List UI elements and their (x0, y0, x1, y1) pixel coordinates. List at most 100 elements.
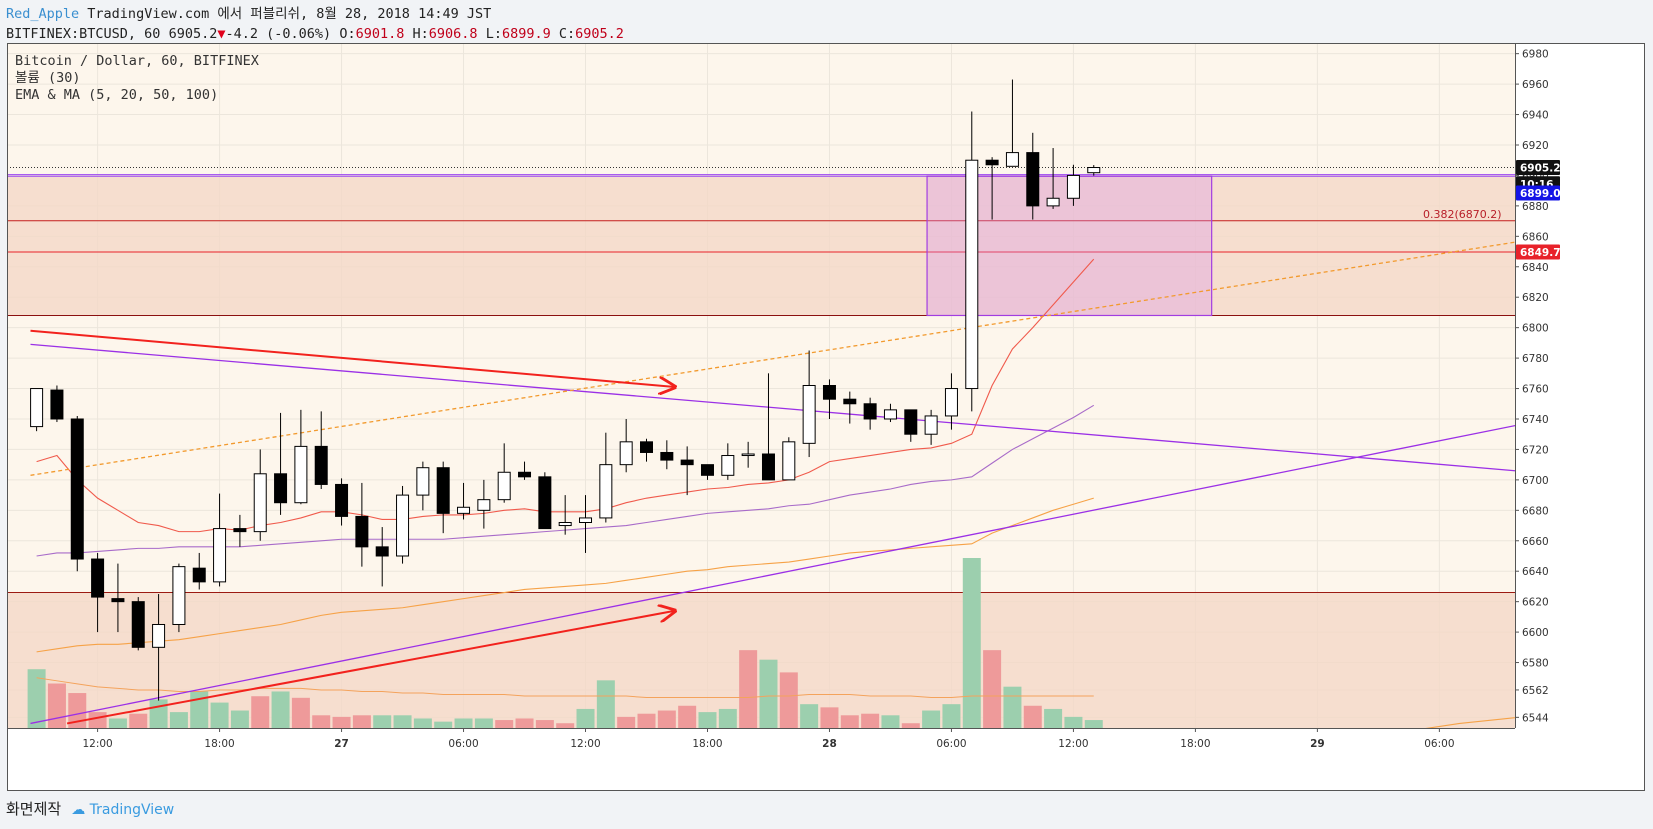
candle (497, 471, 511, 501)
candle (192, 567, 206, 583)
candle (457, 506, 471, 514)
volume-bar (129, 713, 148, 728)
price-tick-label: 6840 (1522, 262, 1549, 274)
purple-lower (30, 424, 1515, 725)
volume-bar (495, 720, 514, 728)
candle (904, 409, 918, 435)
price-label-text: 6899.0 (1520, 188, 1561, 200)
volume-bar (678, 705, 697, 728)
price-tick-label: 6700 (1522, 475, 1549, 487)
price-tick-label: 6880 (1522, 201, 1549, 213)
price-label-text: 6905.2 (1520, 163, 1561, 175)
brand-name[interactable]: TradingView (89, 802, 175, 818)
candle (1087, 167, 1101, 174)
volume-bar (27, 669, 46, 728)
candle (883, 409, 897, 420)
volume-bar (739, 650, 758, 728)
volume-bar (901, 723, 920, 728)
volume-bar (332, 716, 351, 728)
volume-bar (271, 691, 290, 728)
time-tick-label: 12:00 (82, 738, 112, 750)
high-label: H: (412, 26, 429, 42)
time-tick-label: 12:00 (570, 738, 600, 750)
price-tick-label: 6860 (1522, 231, 1549, 243)
volume-bar (413, 718, 432, 728)
price-chart[interactable]: 0.382(6870.2) 6544 6562 6580 6600 6620 6640 666… (7, 43, 1645, 791)
volume-bar (515, 718, 534, 728)
candle (396, 494, 410, 557)
candle (619, 441, 633, 466)
volume-bar (251, 696, 270, 728)
tradingview-logo-icon[interactable]: ☁ TradingView (71, 802, 175, 818)
time-tick-label: 06:00 (448, 738, 478, 750)
candle (436, 467, 450, 514)
legend-symbol[interactable]: Bitcoin / Dollar, 60, BITFINEX (15, 53, 259, 69)
candle (802, 385, 816, 444)
volume-bar (352, 715, 371, 728)
volume-bar (47, 683, 66, 728)
purple-upper (30, 343, 1515, 472)
candle (965, 159, 979, 390)
price-tick-label: 6780 (1522, 353, 1549, 365)
volume-bar (983, 650, 1002, 728)
candle (233, 528, 247, 533)
candle (761, 453, 775, 481)
price-tick-label: 6800 (1522, 323, 1549, 335)
candle (416, 467, 430, 496)
volume-bar (434, 721, 453, 728)
volume-bar (881, 715, 900, 728)
candle (314, 445, 328, 485)
volume-bar (108, 718, 127, 728)
price-label-box (1516, 160, 1560, 176)
volume-bar (922, 710, 941, 728)
open-value: 6901.8 (355, 26, 405, 42)
candle (70, 418, 84, 560)
price-tick-label: 6600 (1522, 627, 1549, 639)
fib-label: 0.382(6870.2) (1423, 208, 1502, 221)
candle (213, 528, 227, 583)
price-tick-label: 6680 (1522, 505, 1549, 517)
price-label-box (1516, 185, 1560, 201)
candle (700, 464, 714, 476)
candle (274, 473, 288, 504)
ema-slow-line (36, 497, 1094, 653)
legend-ema-ma[interactable]: EMA & MA (5, 20, 50, 100) (15, 87, 219, 103)
chart-area[interactable]: 0.382(6870.2) 6544 6562 6580 6600 6620 6640 666… (7, 43, 1645, 791)
volume-bar (535, 720, 554, 728)
volume-bar (800, 704, 819, 728)
price-tick-label: 6940 (1522, 110, 1549, 122)
volume-bar (779, 672, 798, 728)
time-tick-label: 27 (334, 738, 349, 750)
volume-bar (291, 697, 310, 728)
volume-bar (820, 707, 839, 728)
candle (50, 389, 64, 420)
candle (152, 623, 166, 648)
upper-zone (7, 176, 1515, 316)
time-axis-background (7, 728, 1645, 791)
low-label: L: (485, 26, 502, 42)
volume-bar (149, 699, 168, 728)
price-tick-label: 6920 (1522, 140, 1549, 152)
candle (944, 388, 958, 417)
volume-bar (312, 715, 331, 728)
legend-volume[interactable]: 볼륨 (30) (15, 70, 81, 86)
price-tick-label: 6960 (1522, 79, 1549, 91)
candle (579, 517, 593, 523)
plot-layer (7, 43, 1515, 728)
high-value: 6906.8 (428, 26, 478, 42)
candle (640, 441, 653, 453)
price-label-box (1516, 244, 1560, 260)
low-value: 6899.9 (501, 26, 551, 42)
volume-bar (942, 704, 961, 728)
price-tick-label: 6820 (1522, 292, 1549, 304)
author-link[interactable]: Red_Apple (6, 6, 80, 22)
last-price: 6905.2 (168, 26, 218, 42)
candle (30, 388, 44, 428)
price-tick-label: 6580 (1522, 658, 1549, 670)
candle (91, 558, 105, 598)
volume-bar (474, 718, 493, 728)
time-tick-label: 06:00 (1424, 738, 1454, 750)
red-arrow-lower (66, 611, 675, 725)
candle (782, 441, 796, 481)
volume-bar (88, 712, 107, 728)
